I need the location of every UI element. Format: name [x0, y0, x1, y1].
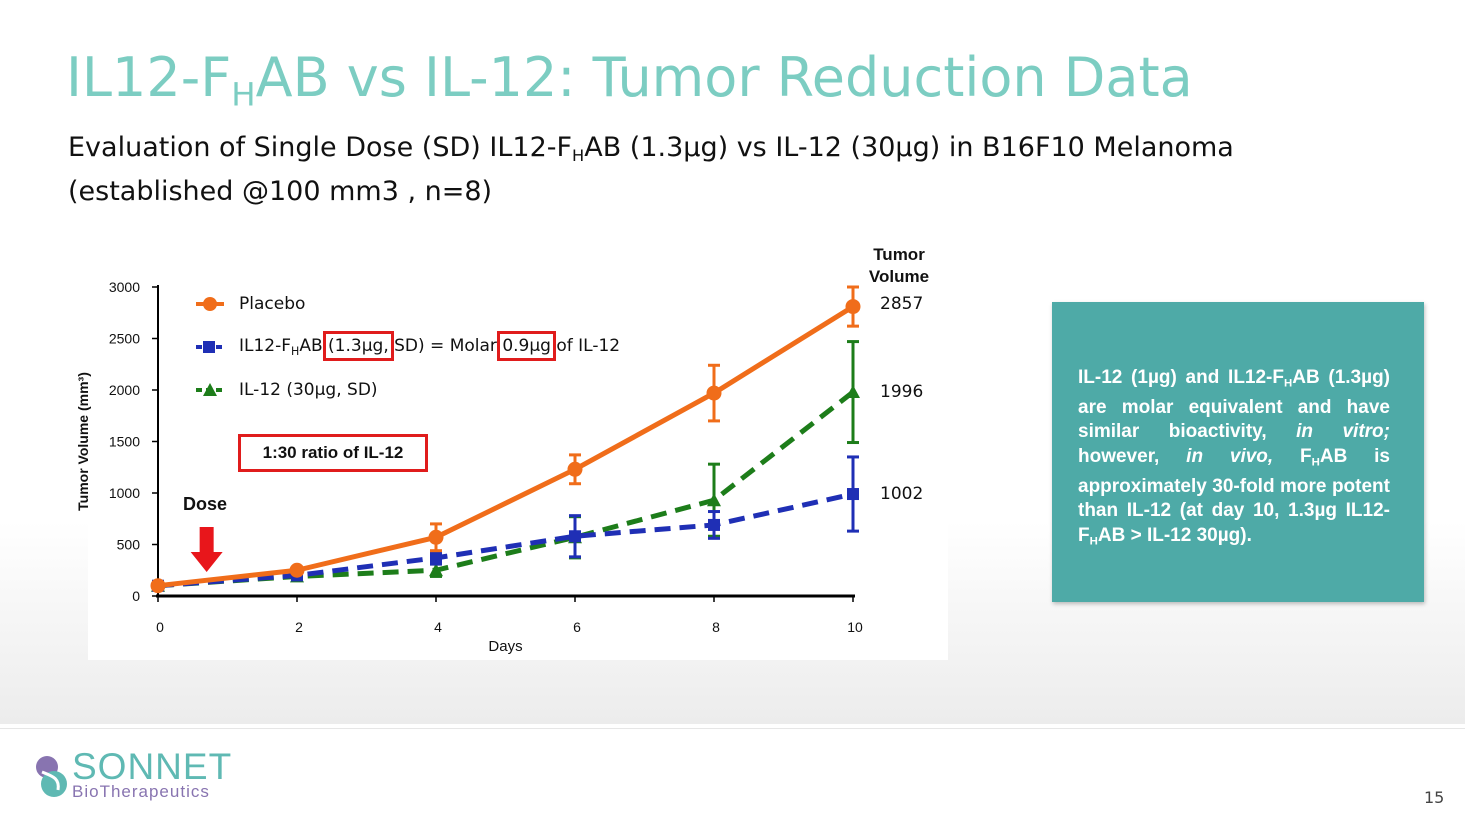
dose-label: Dose	[183, 494, 228, 514]
series-line-square	[157, 491, 854, 589]
legend-swatch-circle-icon	[196, 297, 224, 311]
x-axis-label: Days	[488, 638, 522, 655]
y-tick-label: 1000	[109, 485, 140, 501]
legend-item-placebo: Placebo	[195, 291, 305, 317]
callout-text: F	[1300, 445, 1312, 467]
y-axis-label: Tumor Volume (mm³)	[75, 372, 91, 511]
legend-subscript: H	[291, 344, 300, 358]
callout-text: however,	[1078, 445, 1160, 467]
logo-tagline: BioTherapeutics	[72, 782, 210, 801]
data-point-placebo	[428, 529, 444, 545]
legend-label-il12: IL-12 (30µg, SD)	[239, 380, 378, 400]
callout-text: IL-12 (1µg) and IL12-F	[1078, 367, 1284, 388]
data-point-il12	[846, 385, 860, 399]
tumor-volume-header-line: Tumor	[873, 245, 925, 264]
legend-text-part: IL12-F	[239, 336, 292, 357]
y-tick-label: 0	[132, 588, 140, 604]
x-tick-label: 6	[573, 619, 581, 635]
end-value-placebo: 2857	[880, 294, 924, 314]
subtitle-part: AB (1.3µg) vs IL-12 (30µg) in B16F10 Mel…	[584, 132, 1234, 163]
x-tick-label: 0	[156, 619, 164, 635]
legend-text-part: AB	[299, 336, 323, 357]
tumor-volume-header-line: Volume	[868, 267, 930, 286]
y-tick-label: 2000	[109, 382, 140, 398]
data-point-fhab	[708, 518, 720, 531]
data-point-fhab	[569, 530, 581, 543]
y-tick-label: 1500	[109, 434, 140, 450]
callout-italic: in vitro;	[1296, 421, 1390, 443]
callout-text: AB > IL-12 30µg).	[1097, 524, 1252, 546]
data-point-placebo	[150, 578, 166, 594]
callout-italic: in vivo,	[1186, 445, 1274, 467]
title-subscript: H	[231, 75, 256, 114]
callout-subscript: H	[1284, 377, 1293, 390]
highlight-molar-equivalent: 0.9µg	[497, 331, 556, 362]
ratio-callout: 1:30 ratio of IL-12	[238, 434, 428, 472]
x-tick-label: 2	[295, 619, 303, 635]
data-point-placebo	[845, 299, 861, 315]
y-tick-label: 2500	[109, 331, 140, 347]
legend-swatch-triangle-icon	[196, 383, 224, 396]
callout-text: AB (1.3µg) are molar equivalent and have…	[1078, 367, 1391, 443]
legend-label-fhab: IL12-FHAB (1.3µg, SD) = Molar 0.9µg of I…	[239, 331, 621, 362]
data-point-il12	[707, 493, 721, 507]
series-line-circle	[157, 304, 855, 589]
legend-item-fhab: IL12-FHAB (1.3µg, SD) = Molar 0.9µg of I…	[195, 331, 621, 362]
page-number: 15	[1424, 788, 1445, 807]
sonnet-logo: SONNET BioTherapeutics	[34, 746, 234, 802]
data-point-fhab	[430, 551, 442, 564]
data-point-placebo	[289, 562, 305, 578]
subtitle-part: (established @100 mm3 , n=8)	[68, 175, 493, 207]
slide-title: IL12-FHAB vs IL-12: Tumor Reduction Data	[66, 46, 1193, 114]
dose-arrow-icon	[190, 527, 223, 572]
highlight-dose: (1.3µg,	[323, 331, 394, 362]
subtitle-subscript: H	[572, 145, 585, 165]
logo-wordmark: SONNET	[72, 746, 233, 787]
footer-divider	[0, 728, 1465, 729]
conclusion-callout: IL-12 (1µg) and IL12-FHAB (1.3µg) are mo…	[1052, 302, 1424, 602]
data-point-placebo	[567, 461, 583, 477]
legend-text-part: of IL-12	[556, 336, 621, 357]
x-tick-label: 4	[434, 619, 442, 635]
legend-item-il12: IL-12 (30µg, SD)	[195, 377, 378, 403]
sonnet-logo-icon	[36, 756, 67, 797]
end-value-fhab: 1002	[880, 484, 924, 504]
data-point-placebo	[706, 385, 722, 401]
subtitle-part: Evaluation of Single Dose (SD) IL12-F	[68, 132, 573, 163]
legend-label-placebo: Placebo	[239, 294, 306, 314]
callout-text: AB is approximately 30-fold more potent …	[1078, 445, 1390, 546]
title-part: AB vs IL-12: Tumor Reduction Data	[255, 46, 1193, 109]
tumor-volume-header: Tumor Volume	[862, 244, 936, 288]
callout-subscript: H	[1311, 456, 1320, 469]
legend-swatch-square-icon	[196, 341, 224, 353]
legend-text-part: SD) = Molar	[394, 336, 497, 357]
tumor-volume-chart: 0 500 1000 1500 2000 2500 3000 0 2 4 6 8 10 Days Tumor…	[75, 279, 948, 660]
end-value-il12: 1996	[880, 382, 924, 402]
y-tick-label: 3000	[109, 279, 140, 295]
callout-subscript: H	[1089, 535, 1098, 548]
title-part: IL12-F	[66, 46, 232, 109]
slide-subtitle: Evaluation of Single Dose (SD) IL12-FHAB…	[68, 130, 1368, 210]
x-tick-label: 10	[847, 619, 863, 635]
data-point-il12	[429, 563, 443, 577]
y-tick-label: 500	[117, 537, 141, 553]
data-point-fhab	[847, 488, 859, 501]
x-tick-label: 8	[712, 619, 720, 635]
